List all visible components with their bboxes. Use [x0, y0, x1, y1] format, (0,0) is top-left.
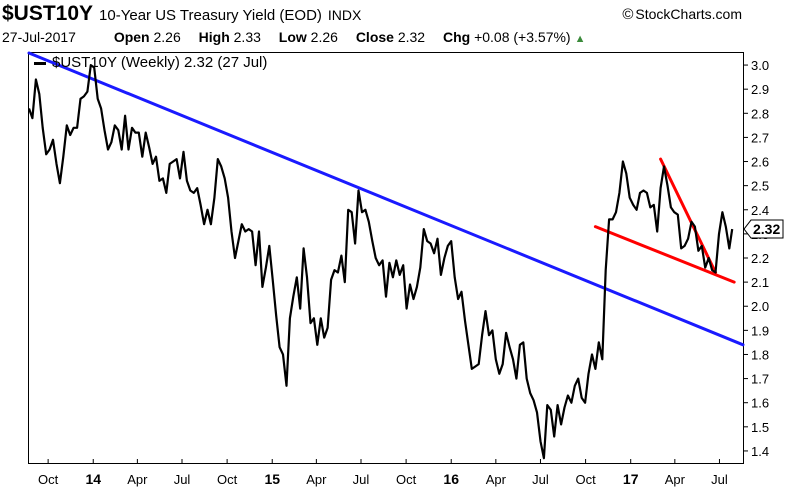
x-tick-label: 14 [85, 471, 101, 487]
price-line [27, 63, 734, 460]
x-tick-label: Apr [127, 472, 148, 487]
instrument-name: 10-Year US Treasury Yield (EOD) [99, 7, 322, 24]
quote-date: 27-Jul-2017 [2, 29, 76, 45]
trendline-blue [27, 51, 745, 347]
open-value: 2.26 [153, 29, 181, 45]
brand-logo: © StockCharts.com [622, 6, 742, 23]
chg-value: +0.08 (+3.57%) [474, 29, 571, 45]
y-tick-label: 1.6 [751, 396, 769, 411]
up-arrow-icon: ▲ [574, 33, 586, 45]
plot-frame [28, 52, 744, 464]
y-tick-label: 2.0 [751, 299, 769, 314]
y-tick-label: 2.5 [751, 179, 769, 194]
ticker-symbol: $UST10Y [2, 2, 94, 25]
trendline-red [659, 157, 718, 274]
x-tick-label: Oct [396, 472, 417, 487]
y-tick-label: 3.0 [751, 58, 769, 73]
x-tick-label: Apr [665, 472, 686, 487]
high-value: 2.33 [233, 29, 261, 45]
x-tick-label: Oct [38, 472, 59, 487]
y-tick-label: 1.8 [751, 347, 769, 362]
chg-label: Chg [442, 29, 471, 45]
y-tick-label: 2.7 [751, 130, 769, 145]
x-tick-label: Jul [174, 472, 191, 487]
last-value-text: 2.32 [753, 221, 780, 237]
low-value: 2.26 [310, 29, 338, 45]
legend-swatch [34, 61, 46, 65]
chart-header: $UST10Y 10-Year US Treasury Yield (EOD) IN… [0, 0, 800, 50]
x-axis: Oct 14 Apr Jul Oct 15 Apr Jul Oct 16 Apr Jul Oct 17 Ap… [38, 459, 728, 487]
open-label: Open [113, 29, 150, 45]
exchange-label: INDX [327, 7, 362, 23]
x-tick-label: 16 [443, 471, 459, 487]
title-row: $UST10Y 10-Year US Treasury Yield (EOD) IN… [2, 2, 361, 26]
x-tick-label: Apr [306, 472, 327, 487]
x-tick-label: 17 [623, 471, 639, 487]
y-tick-label: 2.2 [751, 251, 769, 266]
x-tick-label: Jul [711, 472, 728, 487]
y-tick-label: 1.4 [751, 444, 769, 459]
x-tick-label: Jul [532, 472, 549, 487]
y-tick-label: 1.5 [751, 420, 769, 435]
y-tick-label: 2.1 [751, 275, 769, 290]
x-tick-label: Jul [353, 472, 370, 487]
last-value-badge-shape [743, 219, 784, 239]
y-tick-label: 2.8 [751, 106, 769, 121]
x-tick-label: Oct [575, 472, 596, 487]
trendlines [27, 51, 745, 347]
y-tick-label: 1.9 [751, 323, 769, 338]
brand-name: StockCharts.com [635, 6, 742, 22]
x-tick-label: Apr [486, 472, 507, 487]
close-label: Close [355, 29, 394, 45]
x-tick-label: 15 [264, 471, 280, 487]
y-axis: 1.41.51.61.71.81.92.02.12.22.32.42.52.62… [743, 58, 769, 459]
y-tick-label: 2.4 [751, 203, 769, 218]
last-value-badge: 2.32 [743, 219, 784, 239]
y-tick-label: 2.6 [751, 155, 769, 170]
x-tick-label: Oct [217, 472, 238, 487]
legend: $UST10Y (Weekly) 2.32 (27 Jul) [34, 54, 267, 71]
close-value: 2.32 [397, 29, 426, 45]
copyright-icon: © [622, 6, 634, 23]
high-label: High [198, 29, 230, 45]
y-tick-label: 2.9 [751, 82, 769, 97]
low-label: Low [278, 29, 307, 45]
legend-label: $UST10Y (Weekly) 2.32 (27 Jul) [52, 54, 268, 71]
trendline-red [593, 225, 736, 284]
quote-row: 27-Jul-2017 Open 2.26 High 2.33 Low 2.26… [2, 29, 585, 45]
y-tick-label: 1.7 [751, 372, 769, 387]
